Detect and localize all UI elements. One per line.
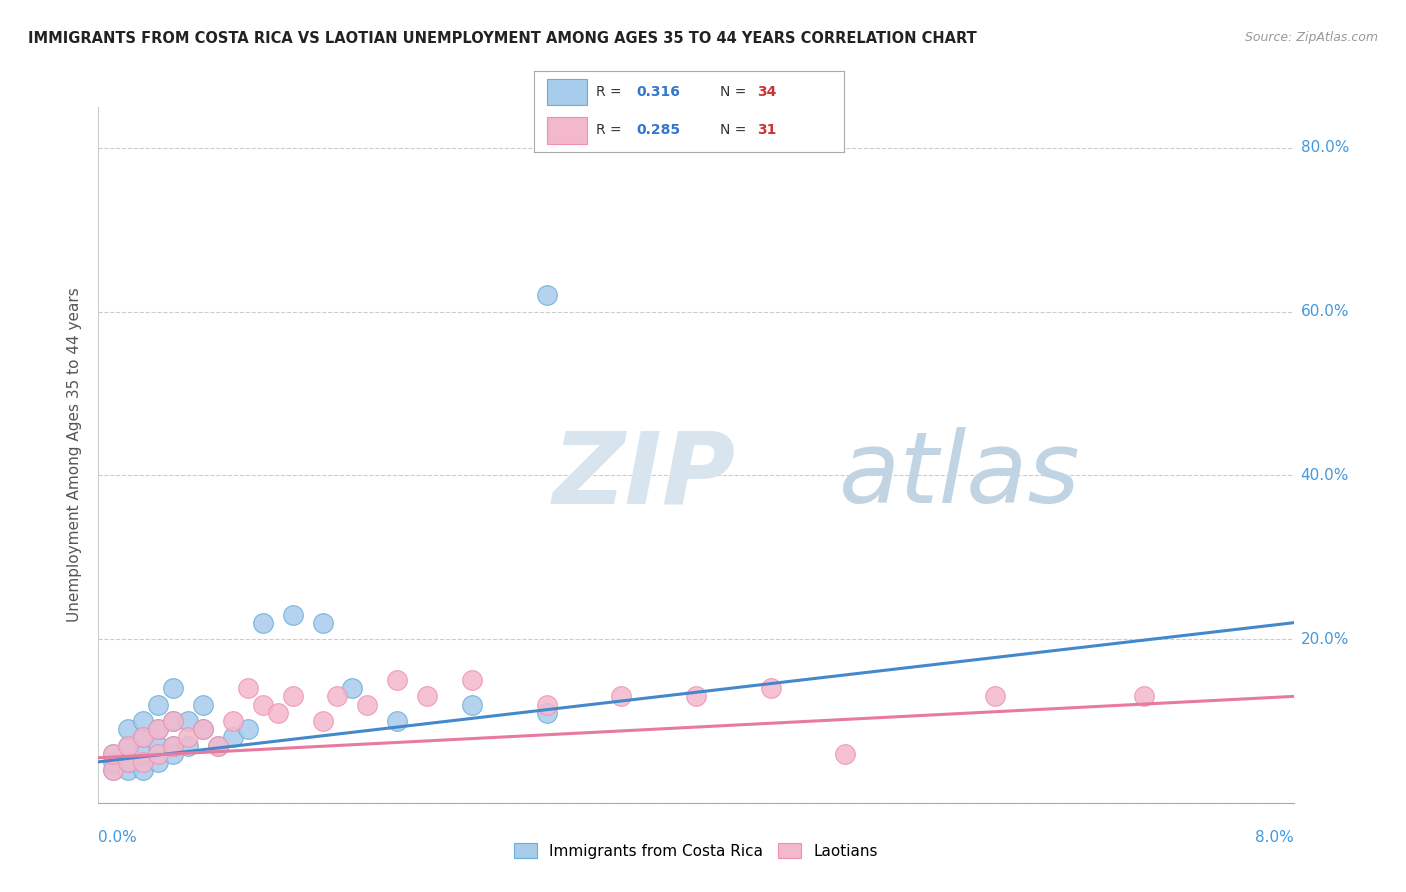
Point	[834, 747, 856, 761]
Point	[610, 690, 633, 704]
Point	[117, 722, 139, 736]
Point	[1133, 690, 1156, 704]
Point	[117, 739, 139, 753]
Point	[326, 690, 349, 704]
Text: Source: ZipAtlas.com: Source: ZipAtlas.com	[1244, 31, 1378, 45]
Text: 0.285: 0.285	[637, 123, 681, 137]
Point	[342, 681, 364, 696]
Text: 0.316: 0.316	[637, 85, 681, 99]
Point	[132, 714, 155, 728]
Point	[536, 698, 558, 712]
Point	[103, 763, 125, 777]
Point	[191, 698, 214, 712]
Text: 8.0%: 8.0%	[1254, 830, 1294, 845]
Point	[385, 714, 409, 728]
Point	[536, 288, 558, 302]
Text: 34: 34	[756, 85, 776, 99]
Text: 0.0%: 0.0%	[98, 830, 138, 845]
Point	[281, 607, 304, 622]
Point	[103, 755, 125, 769]
Point	[356, 698, 378, 712]
Point	[222, 731, 245, 745]
Point	[148, 739, 170, 753]
Point	[416, 690, 439, 704]
Point	[162, 739, 184, 753]
Point	[132, 731, 155, 745]
Text: R =: R =	[596, 123, 626, 137]
Point	[117, 755, 139, 769]
Bar	[547, 78, 586, 105]
Point	[132, 731, 155, 745]
Point	[461, 673, 484, 687]
Point	[222, 714, 245, 728]
Point	[148, 747, 170, 761]
Point	[117, 739, 139, 753]
Point	[148, 722, 170, 736]
Point	[252, 698, 274, 712]
Point	[311, 615, 333, 630]
Text: atlas: atlas	[839, 427, 1081, 524]
Point	[162, 739, 184, 753]
Point	[148, 755, 170, 769]
Legend: Immigrants from Costa Rica, Laotians: Immigrants from Costa Rica, Laotians	[508, 837, 884, 864]
Point	[148, 722, 170, 736]
Point	[177, 739, 200, 753]
Point	[685, 690, 707, 704]
Text: 20.0%: 20.0%	[1301, 632, 1348, 647]
Point	[281, 690, 304, 704]
Point	[148, 698, 170, 712]
Text: 40.0%: 40.0%	[1301, 468, 1348, 483]
Point	[207, 739, 229, 753]
Text: N =: N =	[720, 123, 751, 137]
Text: ZIP: ZIP	[553, 427, 735, 524]
Text: N =: N =	[720, 85, 751, 99]
Point	[103, 763, 125, 777]
Point	[103, 747, 125, 761]
Point	[191, 722, 214, 736]
Point	[132, 763, 155, 777]
Text: IMMIGRANTS FROM COSTA RICA VS LAOTIAN UNEMPLOYMENT AMONG AGES 35 TO 44 YEARS COR: IMMIGRANTS FROM COSTA RICA VS LAOTIAN UN…	[28, 31, 977, 46]
Point	[132, 755, 155, 769]
Point	[759, 681, 782, 696]
Point	[177, 731, 200, 745]
Point	[177, 714, 200, 728]
Point	[267, 706, 290, 720]
Point	[162, 714, 184, 728]
Point	[311, 714, 333, 728]
Bar	[547, 117, 586, 144]
Point	[117, 755, 139, 769]
Point	[385, 673, 409, 687]
Point	[207, 739, 229, 753]
Point	[252, 615, 274, 630]
Text: 60.0%: 60.0%	[1301, 304, 1348, 319]
Point	[162, 681, 184, 696]
Text: 31: 31	[756, 123, 776, 137]
Point	[132, 747, 155, 761]
Point	[103, 747, 125, 761]
Text: R =: R =	[596, 85, 626, 99]
Point	[236, 722, 259, 736]
Point	[983, 690, 1005, 704]
Text: 80.0%: 80.0%	[1301, 140, 1348, 155]
Point	[191, 722, 214, 736]
Point	[236, 681, 259, 696]
Point	[536, 706, 558, 720]
Point	[117, 763, 139, 777]
Y-axis label: Unemployment Among Ages 35 to 44 years: Unemployment Among Ages 35 to 44 years	[67, 287, 83, 623]
Point	[461, 698, 484, 712]
Point	[162, 714, 184, 728]
Point	[162, 747, 184, 761]
